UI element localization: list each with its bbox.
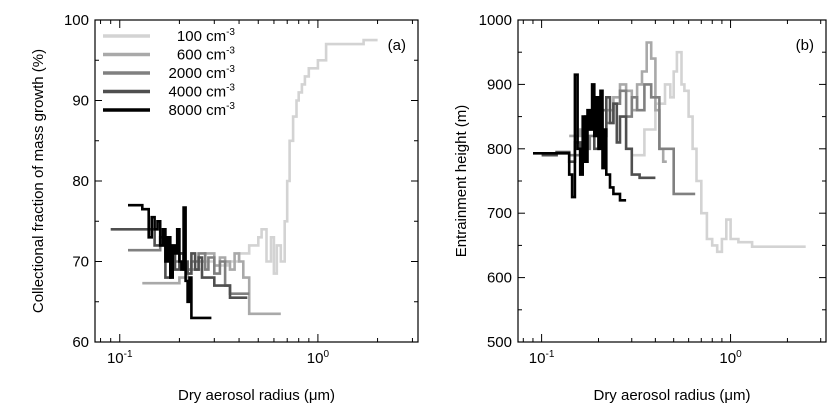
plot-frame (94, 19, 419, 343)
legend-label: 8000 cm-3 (169, 101, 236, 119)
y-tick-label: 70 (72, 254, 89, 271)
y-tick-label: 700 (487, 205, 512, 222)
panel-label: (a) (388, 37, 406, 54)
panel-a: 60 70 80 90 100 10-1 100 Dry aerosol radius (μm… (30, 12, 419, 404)
panel-label: (b) (796, 37, 814, 54)
y-axis-label: Entrainment height (m) (453, 105, 470, 258)
x-tick-label: 10-1 (107, 349, 133, 367)
x-axis-label: Dry aerosol radius (μm) (593, 387, 750, 404)
y-tick-label: 1000 (479, 12, 512, 29)
series-group (110, 38, 378, 320)
legend-label: 2000 cm-3 (169, 64, 236, 82)
plot-frame (517, 19, 827, 343)
x-tick-label: 100 (307, 349, 330, 367)
x-tick-label: 100 (719, 349, 742, 367)
series-group (533, 41, 806, 254)
x-axis-label: Dry aerosol radius (μm) (178, 387, 335, 404)
y-tick-label: 800 (487, 141, 512, 158)
legend-label: 600 cm-3 (177, 46, 236, 64)
y-tick-label: 80 (72, 173, 89, 190)
y-tick-label: 900 (487, 76, 512, 93)
series-line-1 (195, 38, 378, 275)
y-tick-label: 500 (487, 334, 512, 351)
series-line-5 (128, 203, 212, 320)
x-tick-label: 10-1 (529, 349, 555, 367)
y-tick-label: 600 (487, 270, 512, 287)
series-line-1 (631, 50, 806, 254)
y-tick-label: 60 (72, 334, 89, 351)
series-line-5 (533, 73, 627, 202)
legend-label: 4000 cm-3 (169, 83, 236, 101)
y-tick-label: 90 (72, 93, 89, 110)
legend-label: 100 cm-3 (177, 27, 236, 45)
panel-b: 500 600 700 800 900 1000 10-1 100 Dry aerosol ra… (453, 12, 827, 404)
y-tick-label: 100 (64, 12, 89, 29)
y-axis-label: Collectional fraction of mass growth (%) (30, 49, 47, 313)
